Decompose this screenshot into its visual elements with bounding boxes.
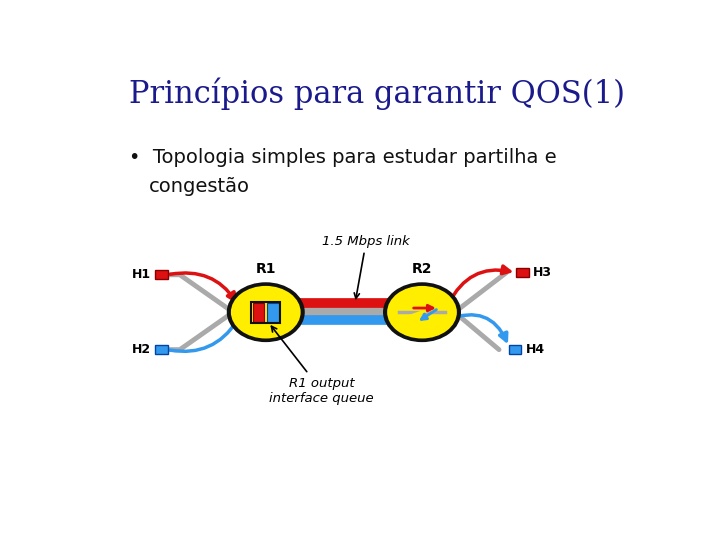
Text: congestão: congestão xyxy=(148,177,250,196)
Bar xyxy=(253,303,264,321)
Bar xyxy=(509,345,521,354)
Text: Princípios para garantir QOS(1): Princípios para garantir QOS(1) xyxy=(129,77,625,110)
Text: R2: R2 xyxy=(412,262,432,276)
Ellipse shape xyxy=(227,282,305,342)
Text: R1 output
interface queue: R1 output interface queue xyxy=(269,326,374,404)
Text: •  Topologia simples para estudar partilha e: • Topologia simples para estudar partilh… xyxy=(129,148,557,167)
Text: H2: H2 xyxy=(132,343,150,356)
Bar xyxy=(251,302,280,323)
Bar xyxy=(516,268,528,277)
Text: H4: H4 xyxy=(526,343,545,356)
Ellipse shape xyxy=(230,285,302,340)
Bar xyxy=(267,303,279,321)
Ellipse shape xyxy=(383,282,461,342)
Bar xyxy=(156,345,168,354)
Text: 1.5 Mbps link: 1.5 Mbps link xyxy=(323,235,410,299)
Text: R1: R1 xyxy=(256,262,276,276)
Text: H1: H1 xyxy=(132,268,150,281)
Text: H3: H3 xyxy=(533,266,552,279)
Ellipse shape xyxy=(386,285,458,340)
Bar xyxy=(156,270,168,279)
